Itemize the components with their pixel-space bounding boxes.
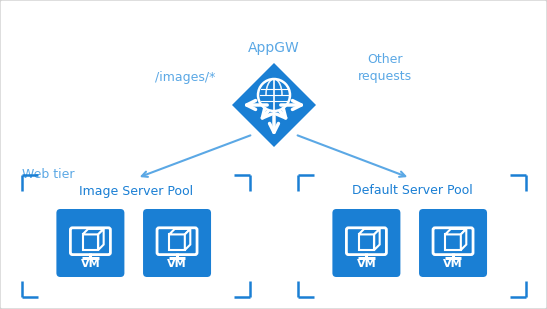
Polygon shape: [232, 63, 316, 147]
FancyBboxPatch shape: [333, 209, 400, 277]
FancyBboxPatch shape: [419, 209, 487, 277]
Text: VM: VM: [167, 259, 187, 269]
FancyBboxPatch shape: [83, 235, 98, 250]
Polygon shape: [185, 229, 190, 250]
Polygon shape: [83, 229, 104, 235]
Polygon shape: [445, 229, 466, 235]
Text: Web tier: Web tier: [22, 168, 74, 181]
Text: AppGW: AppGW: [248, 41, 300, 55]
Polygon shape: [98, 229, 104, 250]
FancyBboxPatch shape: [359, 235, 374, 250]
FancyBboxPatch shape: [433, 228, 473, 255]
FancyBboxPatch shape: [143, 209, 211, 277]
Text: Other
requests: Other requests: [358, 53, 412, 83]
Polygon shape: [374, 229, 380, 250]
Text: VM: VM: [357, 259, 376, 269]
Polygon shape: [169, 229, 190, 235]
Polygon shape: [461, 229, 466, 250]
Text: VM: VM: [443, 259, 463, 269]
Text: /images/*: /images/*: [155, 71, 215, 84]
FancyBboxPatch shape: [169, 235, 185, 250]
Polygon shape: [359, 229, 380, 235]
Text: Image Server Pool: Image Server Pool: [79, 184, 193, 197]
Text: VM: VM: [80, 259, 100, 269]
FancyBboxPatch shape: [445, 235, 461, 250]
FancyBboxPatch shape: [56, 209, 124, 277]
Text: Default Server Pool: Default Server Pool: [352, 184, 473, 197]
FancyBboxPatch shape: [346, 228, 386, 255]
FancyBboxPatch shape: [157, 228, 197, 255]
FancyBboxPatch shape: [71, 228, 110, 255]
